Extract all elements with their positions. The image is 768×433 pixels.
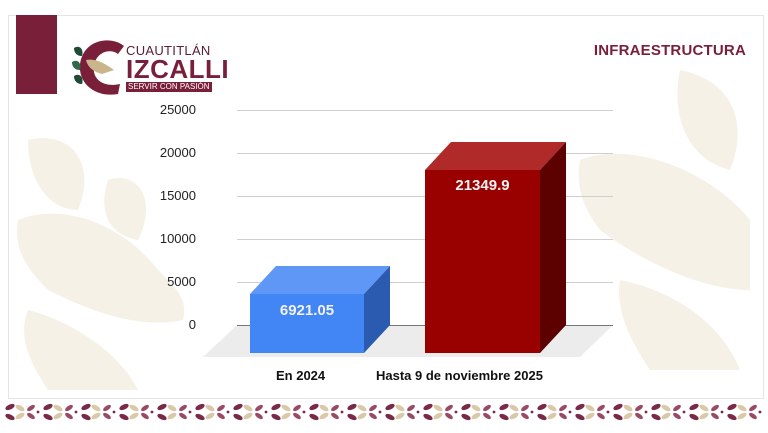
y-tick-25000: 25000 xyxy=(159,102,196,117)
dove-c-emblem-icon xyxy=(72,40,124,95)
y-tick-5000: 5000 xyxy=(167,274,196,289)
y-tick-0: 0 xyxy=(188,317,196,332)
y-tick-15000: 15000 xyxy=(159,188,196,203)
bar-2024-value-label: 6921.05 xyxy=(279,302,335,319)
gridline xyxy=(237,153,613,154)
bar-2025[interactable] xyxy=(425,142,566,353)
x-label-2025: Hasta 9 de noviembre 2025 xyxy=(376,368,543,383)
decorative-border-pattern xyxy=(4,402,764,422)
y-tick-20000: 20000 xyxy=(159,145,196,160)
x-label-2024: En 2024 xyxy=(276,368,326,383)
bar-2024[interactable] xyxy=(250,266,390,353)
logo-line1: CUAUTITLÁN xyxy=(126,43,211,58)
dove-watermark-left-icon xyxy=(17,138,185,390)
y-tick-10000: 10000 xyxy=(159,231,196,246)
bar-2025-value-label: 21349.9 xyxy=(455,177,510,194)
logo-tagline: SERVIR CON PASIÓN xyxy=(126,82,212,92)
dove-watermark-right-icon xyxy=(578,70,750,370)
logo-line2: IZCALLI xyxy=(126,54,230,84)
brand-color-block xyxy=(16,15,57,94)
section-title: INFRAESTRUCTURA xyxy=(593,42,746,59)
municipal-logo: CUAUTITLÁN IZCALLI SERVIR CON PASIÓN xyxy=(72,36,229,98)
gridline xyxy=(237,110,613,111)
